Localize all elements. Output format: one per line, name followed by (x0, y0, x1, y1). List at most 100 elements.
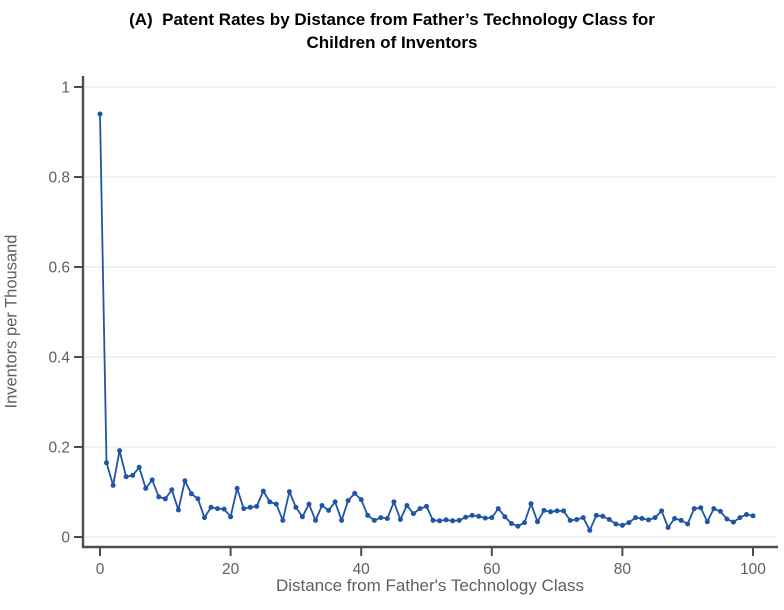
data-point (541, 507, 547, 513)
data-point (117, 448, 123, 454)
data-point (698, 505, 704, 511)
data-point (567, 517, 573, 523)
chart-title-line-2: Children of Inventors (306, 33, 478, 53)
data-point (326, 507, 332, 513)
data-point (691, 506, 697, 512)
y-tick-label: 0.2 (48, 440, 70, 457)
data-point (358, 497, 364, 503)
chart-title-line-1: (A) Patent Rates by Distance from Father… (129, 10, 655, 29)
data-point (143, 485, 149, 491)
data-point (397, 517, 403, 522)
data-point (149, 477, 155, 483)
data-point (365, 512, 371, 518)
y-tick-label: 1 (61, 80, 70, 97)
data-point (619, 522, 625, 528)
data-point (613, 521, 619, 527)
data-point (306, 501, 312, 507)
data-point (593, 512, 599, 518)
data-point (424, 503, 429, 509)
data-point (580, 515, 586, 521)
data-point (169, 487, 175, 493)
data-point (123, 474, 129, 480)
data-point (404, 503, 410, 508)
data-point (554, 508, 560, 514)
data-point (136, 464, 142, 470)
data-point (685, 521, 691, 527)
data-point (417, 506, 423, 512)
data-point (600, 513, 606, 519)
x-tick-label: 20 (222, 561, 240, 578)
data-point (254, 503, 260, 509)
data-point (221, 506, 227, 512)
data-point (665, 525, 671, 530)
data-point (633, 515, 638, 521)
data-point (110, 482, 116, 488)
data-point (502, 514, 508, 520)
data-point (476, 513, 482, 519)
data-point (744, 512, 749, 517)
y-tick-label: 0.8 (48, 170, 70, 187)
x-tick-label: 0 (96, 561, 105, 578)
data-point (515, 523, 521, 529)
data-point (260, 488, 266, 494)
data-point (267, 499, 273, 505)
data-point (704, 519, 710, 525)
data-point (299, 514, 305, 520)
data-point (535, 519, 540, 525)
x-tick-label: 100 (740, 561, 766, 578)
data-point (234, 485, 240, 491)
data-point (345, 498, 351, 504)
data-point (97, 111, 103, 117)
y-tick-label: 0.6 (48, 260, 70, 277)
data-point (384, 516, 390, 521)
data-point (482, 515, 488, 521)
data-point (508, 521, 514, 526)
data-point (639, 516, 645, 521)
data-point (626, 520, 632, 526)
data-point (652, 515, 658, 521)
data-point (241, 506, 247, 512)
data-point (195, 496, 201, 502)
data-point (410, 511, 416, 517)
y-tick-label: 0.4 (48, 350, 70, 367)
data-point (574, 517, 580, 522)
data-point (215, 506, 220, 512)
data-point (495, 506, 501, 512)
x-tick-label: 40 (353, 561, 371, 578)
data-point (717, 508, 723, 514)
data-point (175, 507, 181, 513)
x-axis-title: Distance from Father's Technology Class (275, 576, 585, 595)
data-point (469, 512, 475, 518)
data-point (339, 517, 345, 523)
x-tick-label: 80 (614, 561, 632, 578)
data-point (730, 519, 736, 525)
data-point (391, 499, 397, 505)
data-point (293, 504, 299, 510)
data-point (548, 509, 554, 515)
data-point (489, 515, 495, 521)
data-point (319, 503, 325, 508)
data-point (750, 513, 756, 519)
data-point (678, 517, 684, 523)
data-point (450, 518, 456, 524)
data-point (561, 508, 567, 514)
data-point (280, 517, 286, 523)
data-point (208, 504, 214, 510)
data-point (587, 527, 593, 533)
data-point (188, 491, 194, 497)
data-point (443, 517, 449, 523)
data-point (463, 514, 469, 520)
data-point (352, 490, 358, 496)
x-tick-label: 60 (483, 561, 501, 578)
data-point (371, 517, 377, 523)
data-point (182, 478, 188, 484)
data-point (430, 517, 436, 523)
y-tick-label: 0 (61, 530, 70, 547)
data-point (522, 520, 527, 526)
data-point (724, 516, 730, 522)
data-point (156, 494, 162, 500)
data-point (202, 515, 207, 521)
data-point (437, 518, 443, 524)
